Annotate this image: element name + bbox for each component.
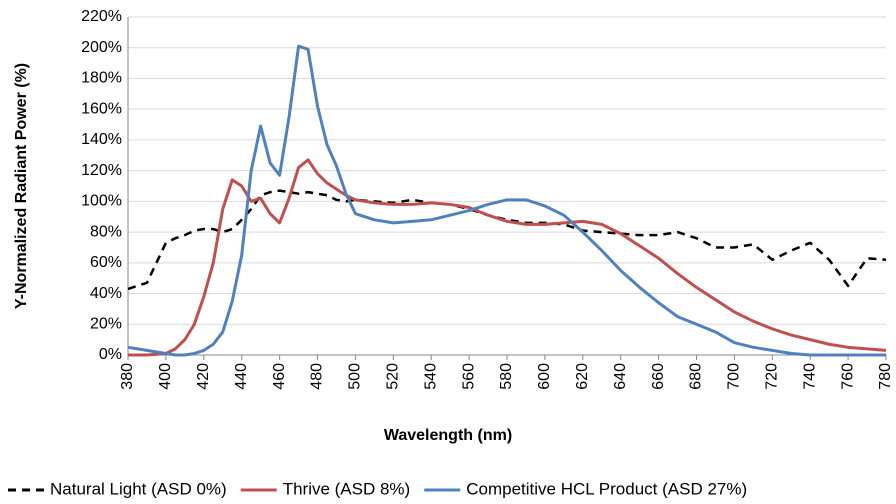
- x-tick-label: 780: [877, 363, 894, 390]
- legend-label: Thrive (ASD 8%): [283, 479, 411, 498]
- y-tick-label: 140%: [81, 131, 122, 148]
- y-tick-label: 20%: [90, 315, 122, 332]
- x-tick-label: 440: [233, 363, 250, 390]
- x-tick-label: 500: [347, 363, 364, 390]
- y-tick-label: 120%: [81, 162, 122, 179]
- x-tick-label: 640: [612, 363, 629, 390]
- y-tick-label: 0%: [99, 346, 122, 363]
- y-tick-label: 60%: [90, 254, 122, 271]
- y-axis-title: Y-Normalized Radiant Power (%): [13, 63, 30, 309]
- x-tick-label: 760: [839, 363, 856, 390]
- x-tick-label: 400: [157, 363, 174, 390]
- y-tick-label: 220%: [81, 8, 122, 25]
- x-tick-label: 580: [498, 363, 515, 390]
- x-tick-label: 460: [271, 363, 288, 390]
- series-line: [127, 189, 887, 291]
- y-tick-label: 160%: [81, 100, 122, 117]
- x-tick-label: 700: [726, 363, 743, 390]
- y-tick-label: 100%: [81, 193, 122, 210]
- series-line: [127, 44, 886, 357]
- legend-label: Natural Light (ASD 0%): [50, 479, 227, 498]
- series-line: [128, 158, 887, 357]
- legend-label: Competitive HCL Product (ASD 27%): [466, 479, 747, 498]
- x-tick-label: 540: [422, 363, 439, 390]
- x-tick-label: 720: [764, 363, 781, 390]
- x-tick-label: 680: [688, 363, 705, 390]
- legend: Natural Light (ASD 0%) Thrive (ASD 8%) Com…: [8, 479, 747, 498]
- y-tick-label: 40%: [90, 285, 122, 302]
- x-axis-title: Wavelength (nm): [384, 427, 512, 444]
- y-tick-label: 80%: [90, 223, 122, 240]
- x-tick-label: 600: [536, 363, 553, 390]
- x-tick-label: 740: [801, 363, 818, 390]
- x-tick-label: 560: [460, 363, 477, 390]
- x-tick-label: 480: [309, 363, 326, 390]
- x-tick-label: 620: [574, 363, 591, 390]
- x-tick-label: 380: [119, 363, 136, 390]
- y-tick-label: 200%: [81, 39, 122, 56]
- y-tick-label: 180%: [81, 70, 122, 87]
- x-tick-label: 660: [650, 363, 667, 390]
- x-tick-label: 420: [195, 363, 212, 390]
- x-tick-label: 520: [385, 363, 402, 390]
